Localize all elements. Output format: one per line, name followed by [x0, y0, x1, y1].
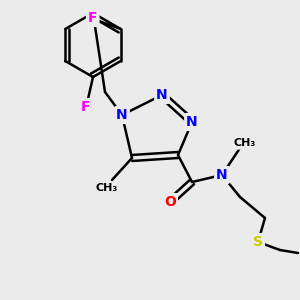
- Text: CH₃: CH₃: [234, 138, 256, 148]
- Text: S: S: [253, 235, 263, 249]
- Text: N: N: [116, 108, 128, 122]
- Text: F: F: [88, 11, 98, 25]
- Text: N: N: [216, 168, 228, 182]
- Text: O: O: [164, 195, 176, 209]
- Text: CH₃: CH₃: [96, 183, 118, 193]
- Text: F: F: [81, 100, 91, 114]
- Text: N: N: [186, 115, 198, 129]
- Text: N: N: [156, 88, 168, 102]
